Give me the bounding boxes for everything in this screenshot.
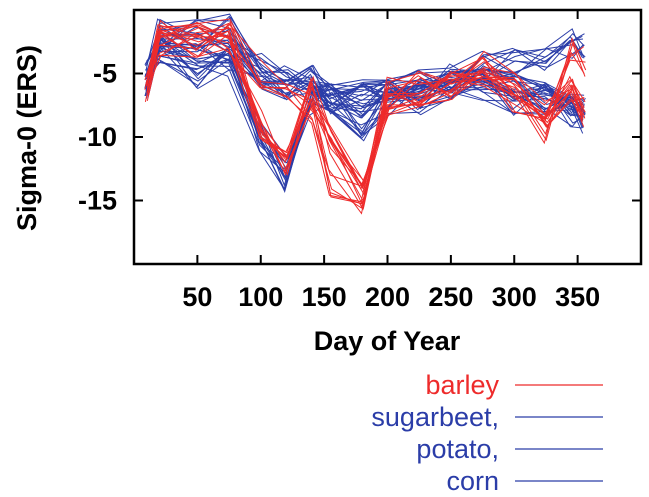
axis-ticks: 50 100 150 200 250 300 350 -5 -10 -15 [78, 10, 641, 312]
series-line-barley [146, 19, 586, 205]
series-line-barley [146, 34, 584, 188]
series-line-barley [148, 27, 585, 191]
series-line-corn [148, 28, 586, 103]
legend-label: potato, [416, 434, 499, 464]
series-line-sugarbeet [146, 58, 585, 180]
y-tick-label: -5 [93, 59, 117, 89]
y-axis-label: Sigma-0 (ERS) [12, 45, 42, 231]
series-line-barley [147, 21, 583, 215]
legend-label: barley [425, 370, 499, 400]
series-line-corn [146, 33, 585, 113]
x-tick-label: 300 [492, 282, 537, 312]
series-line-sugarbeet [145, 58, 584, 191]
x-tick-label: 150 [302, 282, 347, 312]
series-line-corn [144, 32, 585, 95]
series-line-barley [145, 35, 585, 209]
series-line-sugarbeet [147, 31, 585, 187]
series-line-sugarbeet [145, 33, 586, 194]
y-tick-label: -15 [78, 186, 117, 216]
x-axis-label: Day of Year [314, 326, 461, 356]
x-tick-label: 250 [428, 282, 473, 312]
legend-label: sugarbeet, [371, 402, 499, 432]
series-lines [144, 13, 587, 215]
series-line-corn [147, 38, 584, 97]
series-line-corn [146, 29, 583, 108]
series-line-sugarbeet [147, 43, 583, 173]
series-line-barley [146, 35, 586, 196]
x-tick-label: 100 [238, 282, 283, 312]
x-tick-label: 350 [555, 282, 600, 312]
legend-label: corn [446, 466, 499, 492]
x-tick-label: 50 [182, 282, 212, 312]
y-tick-label: -10 [78, 122, 117, 152]
x-tick-label: 200 [365, 282, 410, 312]
series-line-corn [146, 25, 585, 109]
series-line-barley [144, 32, 585, 210]
